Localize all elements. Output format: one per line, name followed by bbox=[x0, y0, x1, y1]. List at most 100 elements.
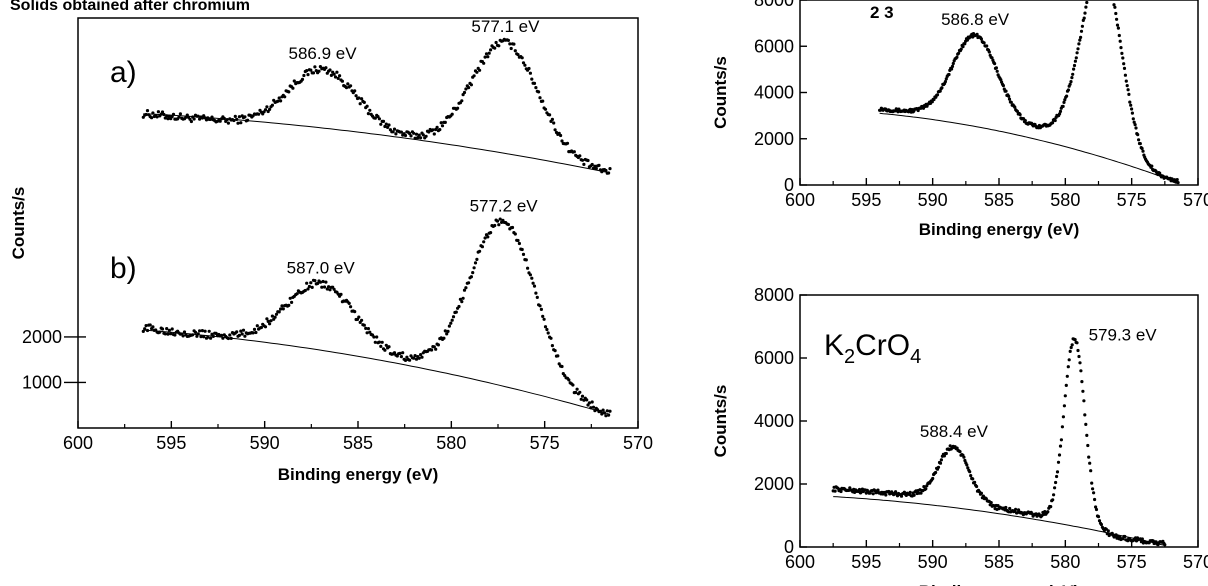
data-point bbox=[543, 325, 548, 329]
data-point bbox=[255, 324, 259, 328]
data-point bbox=[1004, 505, 1008, 510]
data-point bbox=[871, 492, 875, 496]
data-point bbox=[427, 130, 431, 134]
data-point bbox=[486, 55, 490, 59]
data-point bbox=[1090, 481, 1094, 485]
data-point bbox=[527, 66, 531, 71]
x-tick-label: 580 bbox=[436, 433, 466, 453]
data-point bbox=[1132, 120, 1136, 124]
data-point bbox=[1080, 24, 1084, 28]
data-point bbox=[876, 488, 880, 492]
data-point bbox=[521, 252, 526, 256]
data-point bbox=[1175, 178, 1179, 182]
data-point bbox=[226, 336, 230, 341]
data-point bbox=[305, 69, 309, 73]
data-point bbox=[464, 87, 468, 91]
data-point bbox=[552, 121, 556, 125]
data-point bbox=[210, 115, 214, 119]
data-point bbox=[530, 77, 534, 81]
x-tick-label: 575 bbox=[1117, 552, 1147, 572]
data-point bbox=[999, 78, 1003, 82]
data-point bbox=[1086, 443, 1090, 448]
data-point bbox=[167, 114, 171, 118]
data-point bbox=[532, 284, 537, 288]
x-tick-label: 595 bbox=[851, 190, 881, 210]
data-point bbox=[510, 225, 515, 230]
data-point bbox=[200, 329, 204, 333]
data-point bbox=[368, 108, 372, 112]
data-point bbox=[373, 116, 377, 120]
data-point bbox=[365, 331, 369, 335]
data-point bbox=[571, 383, 575, 387]
data-point bbox=[516, 53, 520, 57]
data-point bbox=[1116, 26, 1120, 30]
data-point bbox=[291, 86, 295, 90]
data-point bbox=[1128, 100, 1132, 104]
data-point bbox=[1068, 349, 1072, 353]
data-point bbox=[237, 115, 241, 119]
data-point bbox=[480, 245, 484, 249]
data-point bbox=[354, 94, 358, 98]
data-point bbox=[506, 222, 510, 227]
data-point bbox=[420, 355, 424, 359]
data-point bbox=[586, 158, 590, 163]
data-point bbox=[517, 241, 522, 246]
data-point bbox=[287, 90, 291, 94]
data-point bbox=[482, 61, 486, 65]
data-point bbox=[1123, 534, 1127, 539]
data-point bbox=[535, 295, 539, 299]
spectrum-points bbox=[141, 217, 612, 418]
x-tick-label: 600 bbox=[785, 552, 815, 572]
data-point bbox=[951, 61, 955, 66]
data-point bbox=[483, 236, 487, 240]
data-point bbox=[1057, 453, 1062, 457]
data-point bbox=[1079, 35, 1083, 40]
data-point bbox=[934, 470, 938, 475]
data-point bbox=[419, 353, 423, 357]
data-point bbox=[1070, 343, 1074, 347]
data-point bbox=[424, 134, 428, 138]
data-point bbox=[145, 328, 150, 333]
data-point bbox=[1013, 105, 1017, 109]
data-point bbox=[436, 343, 440, 347]
peak-label: 588.4 eV bbox=[920, 422, 989, 441]
data-point bbox=[349, 305, 353, 309]
data-point bbox=[366, 112, 370, 116]
data-point bbox=[228, 333, 232, 337]
data-point bbox=[144, 112, 148, 117]
data-point bbox=[607, 413, 611, 417]
data-point bbox=[940, 86, 944, 90]
data-point bbox=[439, 121, 443, 125]
data-point bbox=[1097, 519, 1102, 523]
data-point bbox=[894, 490, 898, 494]
data-point bbox=[243, 115, 247, 119]
data-point bbox=[590, 162, 594, 167]
data-point bbox=[324, 280, 328, 284]
data-point bbox=[148, 323, 152, 327]
x-tick-label: 575 bbox=[1117, 190, 1147, 210]
data-point bbox=[1062, 404, 1066, 408]
data-point bbox=[339, 292, 343, 296]
data-point bbox=[1130, 111, 1134, 115]
data-point bbox=[408, 358, 412, 362]
data-point bbox=[472, 74, 476, 78]
data-point bbox=[545, 327, 549, 332]
data-point bbox=[1062, 100, 1066, 104]
data-point bbox=[218, 119, 222, 123]
data-point bbox=[1077, 42, 1081, 46]
x-tick-label: 595 bbox=[156, 433, 186, 453]
data-point bbox=[534, 86, 538, 90]
x-axis-label: Binding energy (eV) bbox=[278, 465, 439, 484]
data-point bbox=[225, 118, 229, 122]
data-point bbox=[857, 487, 862, 492]
data-point bbox=[313, 65, 317, 69]
data-point bbox=[1083, 11, 1087, 15]
panel-label: a) bbox=[110, 56, 137, 89]
data-point bbox=[1052, 493, 1056, 497]
data-point bbox=[279, 99, 283, 103]
data-point bbox=[1076, 47, 1080, 51]
data-point bbox=[229, 336, 233, 340]
data-point bbox=[594, 167, 598, 171]
data-point bbox=[994, 66, 999, 70]
data-point bbox=[243, 334, 247, 338]
